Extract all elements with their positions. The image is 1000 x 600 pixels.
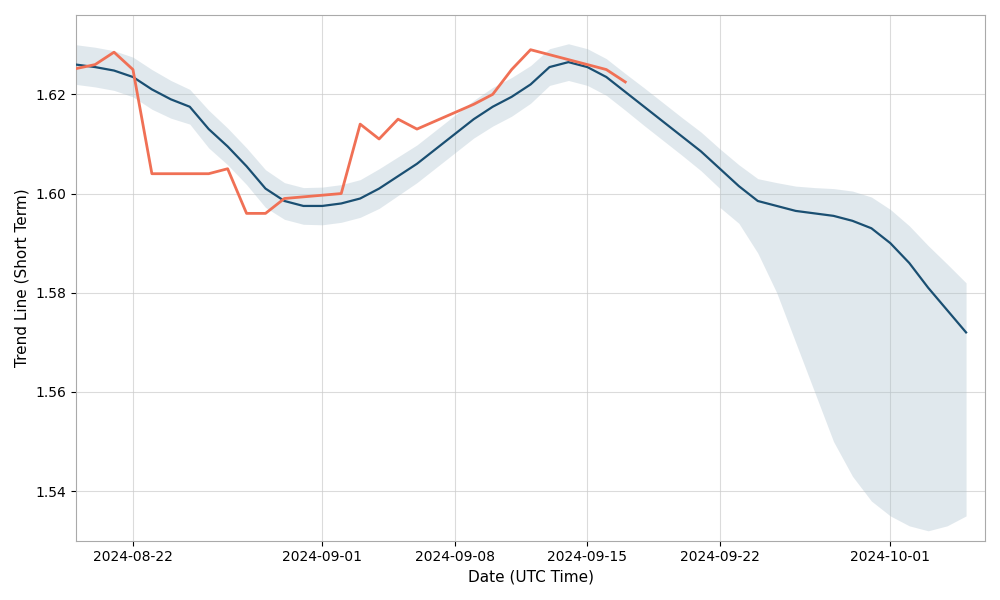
X-axis label: Date (UTC Time): Date (UTC Time) [468, 570, 594, 585]
Y-axis label: Trend Line (Short Term): Trend Line (Short Term) [15, 188, 30, 367]
